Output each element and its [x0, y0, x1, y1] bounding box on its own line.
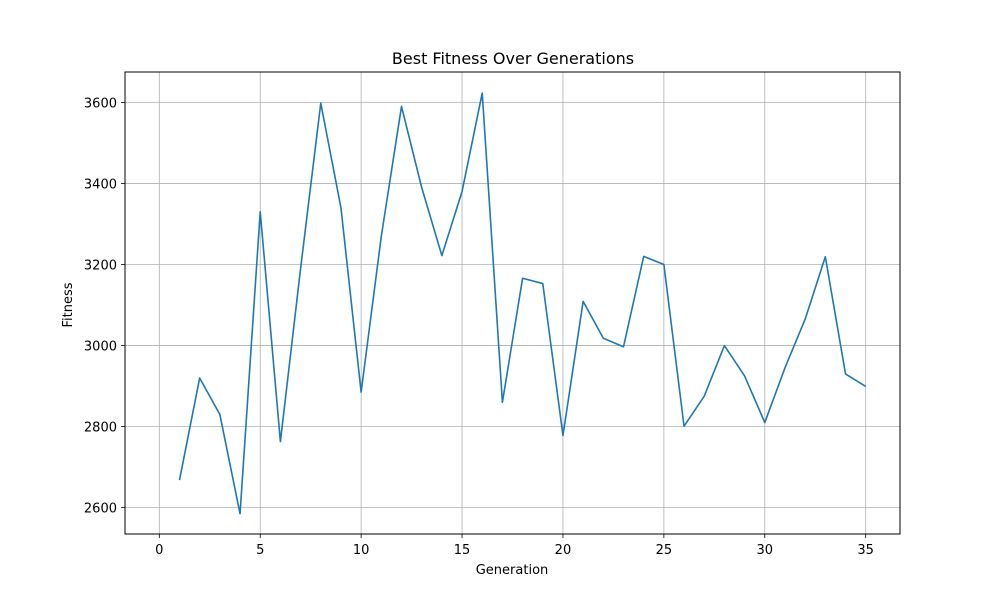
- y-axis-label: Fitness: [61, 282, 76, 327]
- y-tick-label: 3000: [84, 340, 117, 355]
- series-layer: [178, 92, 867, 515]
- x-axis-label: Generation: [476, 563, 549, 578]
- y-tick-label: 2800: [84, 421, 117, 436]
- x-tick-label: 30: [757, 543, 774, 558]
- x-tick-label: 20: [555, 543, 572, 558]
- x-tick-label: 0: [155, 543, 163, 558]
- fitness-line: [178, 92, 867, 515]
- grid: [125, 72, 900, 534]
- x-axis: 0 5 10 15 20 25 30 35: [155, 534, 874, 558]
- y-tick-label: 3200: [84, 259, 117, 274]
- y-tick-label: 3600: [84, 96, 117, 111]
- y-tick-label: 3400: [84, 177, 117, 192]
- x-tick-label: 35: [857, 543, 874, 558]
- axes-frame: [124, 71, 901, 535]
- x-tick-label: 10: [353, 543, 370, 558]
- x-tick-label: 15: [454, 543, 471, 558]
- y-axis: 2600 2800 3000 3200 3400 3600: [84, 96, 125, 517]
- y-tick-label: 2600: [84, 502, 117, 517]
- x-tick-label: 25: [656, 543, 673, 558]
- chart-title: Best Fitness Over Generations: [392, 49, 634, 68]
- x-tick-label: 5: [256, 543, 264, 558]
